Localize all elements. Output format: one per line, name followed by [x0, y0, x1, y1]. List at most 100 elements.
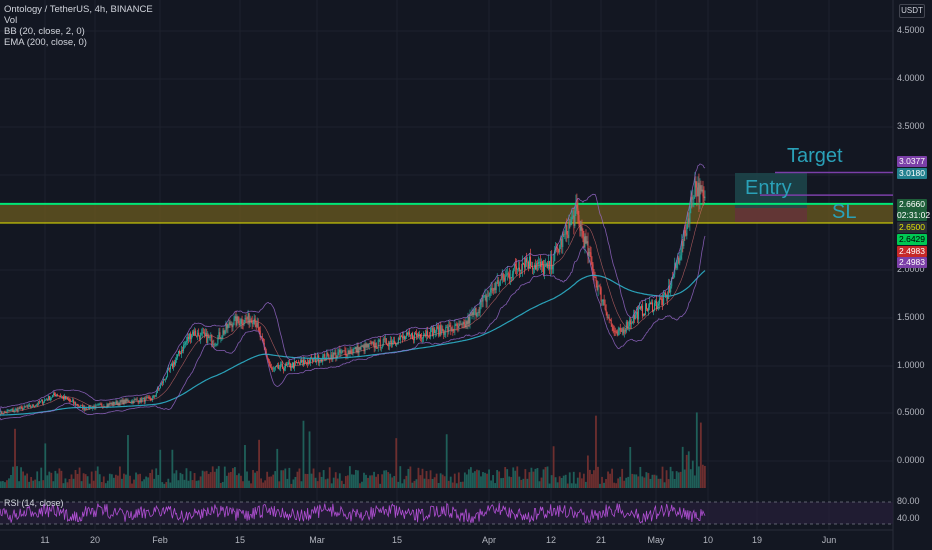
candle-body — [8, 410, 10, 411]
candle-body — [158, 388, 160, 389]
candle-body — [477, 311, 479, 313]
candle-body — [479, 304, 481, 313]
candle-body — [383, 338, 385, 340]
volume-bar — [137, 474, 139, 488]
candle-body — [208, 336, 210, 339]
candle-body — [86, 408, 88, 410]
candle-body — [167, 368, 169, 371]
candle-body — [128, 400, 130, 403]
bb-lower[interactable] — [0, 235, 706, 421]
volume-bar — [379, 483, 382, 488]
volume-bar — [357, 470, 359, 488]
candle-body — [534, 265, 536, 269]
volume-bar — [330, 483, 333, 488]
volume-bar — [586, 455, 589, 488]
volume-bar — [701, 464, 704, 488]
candle-body — [115, 401, 117, 404]
candle-body — [62, 396, 64, 398]
candle-body — [223, 330, 225, 334]
candle-body — [123, 399, 125, 405]
volume-bar — [300, 481, 303, 488]
volume-bar — [187, 480, 190, 488]
rsi-line[interactable] — [0, 502, 706, 524]
candle-body — [170, 363, 172, 366]
bb-upper[interactable] — [0, 163, 706, 413]
candle-body — [314, 356, 316, 359]
candle-body — [300, 360, 302, 364]
volume-bar — [677, 472, 680, 488]
time-tick: May — [647, 535, 665, 545]
candle-body — [303, 359, 305, 365]
candle-body — [118, 402, 120, 405]
candle-body — [423, 334, 425, 338]
candle-body — [282, 368, 284, 371]
candle-body — [311, 357, 313, 359]
grid — [0, 0, 894, 550]
symbol-title[interactable]: Ontology / TetherUS, 4h, BINANCE — [4, 4, 153, 15]
candle-body — [67, 397, 69, 400]
candle-body — [284, 363, 286, 369]
candle-body — [87, 409, 89, 411]
candle-body — [162, 378, 164, 384]
vol-label[interactable]: Vol — [4, 15, 18, 26]
candle-body — [230, 323, 232, 326]
candle-body — [119, 400, 121, 405]
candle-body — [524, 258, 526, 268]
volume-bar — [14, 428, 16, 488]
candle-body — [438, 327, 440, 336]
sl-annotation[interactable]: SL — [832, 201, 857, 223]
ema-label[interactable]: EMA (200, close, 0) — [4, 37, 87, 48]
volume-bar — [603, 482, 605, 488]
candle-body — [15, 408, 17, 410]
candle-body — [450, 325, 452, 331]
candle-body — [268, 361, 270, 365]
candle-body — [185, 342, 187, 345]
candle-body — [410, 333, 412, 336]
candle-body — [45, 399, 47, 401]
candle-body — [111, 403, 113, 406]
volume-bar — [175, 470, 178, 488]
volume-bar — [322, 470, 325, 488]
volume-bar — [145, 476, 148, 488]
candle-body — [464, 324, 466, 328]
volume-bar — [455, 483, 458, 488]
candle-body — [628, 320, 630, 327]
candle-body — [513, 263, 515, 269]
candle-body — [22, 407, 24, 410]
target-annotation[interactable]: Target — [787, 145, 843, 167]
candle-body — [285, 363, 287, 365]
candle-body — [431, 327, 433, 329]
candle-body — [453, 330, 455, 332]
entry-annotation[interactable]: Entry — [745, 177, 792, 199]
volume-bar — [312, 468, 315, 488]
candle-body — [693, 197, 695, 200]
candle-body — [644, 303, 646, 316]
candle-body — [198, 332, 200, 336]
volume-bar — [447, 480, 450, 488]
candle-body — [602, 299, 604, 302]
candle-body — [204, 332, 206, 336]
volume-bar — [114, 474, 117, 488]
volume-bar — [195, 480, 198, 488]
volume-bar — [631, 473, 634, 488]
volume-bar — [338, 473, 341, 488]
candle-body — [458, 323, 460, 328]
rsi-label[interactable]: RSI (14, close) — [4, 498, 64, 508]
ema-line[interactable] — [0, 270, 706, 416]
currency-badge[interactable]: USDT — [899, 4, 925, 18]
candle-body — [660, 298, 662, 300]
bb-basis[interactable] — [0, 201, 706, 416]
bb-label[interactable]: BB (20, close, 2, 0) — [4, 26, 85, 37]
candle-body — [635, 311, 637, 315]
candle-body — [294, 361, 296, 368]
volume-bar — [328, 467, 331, 488]
candle-body — [448, 325, 450, 332]
candle-body — [457, 326, 459, 328]
volume-bar — [613, 482, 616, 488]
volume-bar — [502, 477, 505, 488]
candle-body — [405, 332, 407, 337]
candle-body — [616, 331, 618, 336]
candle-body — [130, 402, 132, 404]
candle-body — [563, 233, 565, 235]
